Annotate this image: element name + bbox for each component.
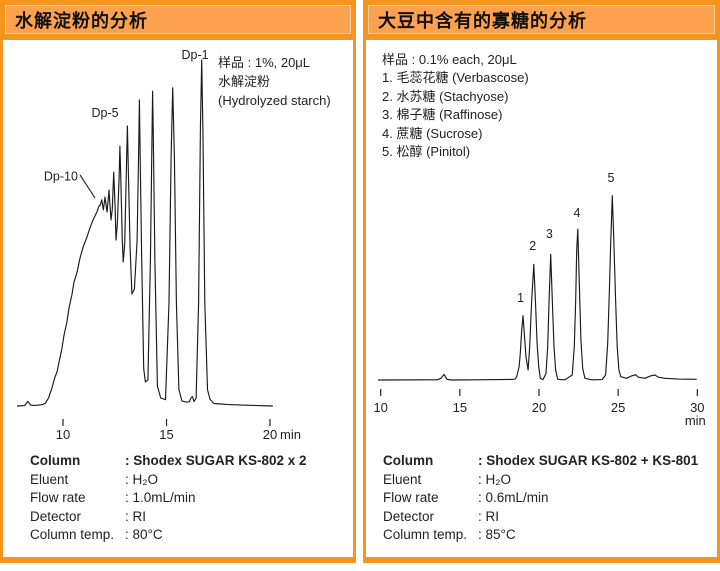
spec-value: : 80°C — [125, 527, 163, 543]
sample-line: 3. 棉子糖 (Raffinose) — [382, 107, 503, 123]
spec-label: Eluent — [383, 471, 422, 487]
peak-label: Dp-5 — [91, 106, 118, 120]
spec-label: Eluent — [30, 471, 69, 487]
spec-label: Column temp. — [383, 527, 468, 543]
panel-title-band: 水解淀粉的分析 — [5, 5, 351, 34]
x-axis-tick-label: 15 — [159, 427, 173, 442]
spec-label: Column — [383, 453, 434, 468]
spec-row-column-temp: Column temp. : 85°C — [383, 526, 698, 545]
sample-line: 2. 水苏糖 (Stachyose) — [382, 88, 509, 104]
spec-row-detector: Detector : RI — [30, 508, 307, 527]
panel-title-bar: 大豆中含有的寡糖的分析 — [366, 3, 717, 40]
x-axis-tick-label: 20 — [532, 400, 546, 415]
x-axis-unit-label: min — [280, 427, 301, 442]
x-axis-tick-label: 20 — [263, 427, 277, 442]
sample-line: 5. 松醇 (Pinitol) — [382, 144, 471, 160]
peak-label: 5 — [608, 171, 615, 185]
panel-soybean-oligosaccharides: 大豆中含有的寡糖的分析 — [363, 0, 720, 563]
x-axis-tick-label: 10 — [373, 400, 387, 415]
sample-line: (Hydrolyzed starch) — [218, 93, 331, 108]
panel-title-band: 大豆中含有的寡糖的分析 — [368, 5, 715, 34]
spec-label: Column — [30, 453, 81, 468]
chromatogram-trace — [16, 59, 273, 407]
spec-value: : H₂O — [125, 471, 158, 487]
sample-annotation: 样品 : 1%, 20μL 水解淀粉 (Hydrolyzed starch) — [218, 53, 331, 110]
spec-label: Flow rate — [30, 490, 86, 506]
peak-label: Dp-10 — [44, 170, 78, 184]
spec-value: : 0.6mL/min — [478, 490, 549, 506]
spec-row-eluent: Eluent : H₂O — [383, 471, 698, 490]
spec-value: : 85°C — [478, 527, 516, 543]
panel-title-bar: 水解淀粉的分析 — [3, 3, 353, 40]
peak-label: 2 — [529, 239, 536, 253]
spec-value: : 1.0mL/min — [125, 490, 196, 506]
x-axis-tick-label: 25 — [611, 400, 625, 415]
spec-row-eluent: Eluent : H₂O — [30, 471, 307, 490]
spec-value: : H₂O — [478, 471, 511, 487]
spec-row-column-temp: Column temp. : 80°C — [30, 526, 307, 545]
spec-label: Column temp. — [30, 527, 115, 543]
peak-label: Dp-1 — [182, 48, 209, 62]
spec-label: Detector — [30, 508, 82, 524]
peak-label: 1 — [517, 291, 524, 305]
spec-row-column: Column : Shodex SUGAR KS-802 x 2 — [30, 452, 307, 471]
sample-line: 样品 : 0.1% each, 20μL — [382, 52, 517, 67]
x-axis-tick-label: 30 — [690, 400, 704, 415]
x-axis-tick-label: 10 — [56, 427, 70, 442]
spec-label: Detector — [383, 508, 435, 524]
peak-leader-line — [79, 174, 96, 199]
conditions-table: Column : Shodex SUGAR KS-802 x 2 Eluent : … — [30, 452, 307, 545]
panel-title: 大豆中含有的寡糖的分析 — [378, 10, 587, 31]
chromatogram-hydrolyzed-starch: 10 15 20 min Dp-1 Dp-5 Dp-10 — [16, 48, 301, 442]
sample-line: 4. 蔗糖 (Sucrose) — [382, 125, 483, 141]
spec-label: Flow rate — [383, 490, 439, 506]
spec-value: : Shodex SUGAR KS-802 x 2 — [125, 453, 307, 468]
spec-row-column: Column : Shodex SUGAR KS-802 + KS-801 — [383, 452, 698, 471]
panel-hydrolyzed-starch: 水解淀粉的分析 — [0, 0, 356, 563]
conditions-table: Column : Shodex SUGAR KS-802 + KS-801 Elu… — [383, 452, 698, 545]
spec-row-detector: Detector : RI — [383, 508, 698, 527]
x-axis-tick-label: 15 — [453, 400, 467, 415]
spec-row-flow-rate: Flow rate : 0.6mL/min — [383, 489, 698, 508]
sample-annotation: 样品 : 0.1% each, 20μL 1. 毛蕊花糖 (Verbascose)… — [382, 51, 529, 161]
chromatogram-trace — [377, 195, 697, 381]
peak-label: 3 — [546, 227, 553, 241]
spec-value: : RI — [478, 508, 500, 524]
panel-title: 水解淀粉的分析 — [15, 10, 148, 31]
sample-line: 1. 毛蕊花糖 (Verbascose) — [382, 70, 529, 86]
peak-label: 4 — [574, 206, 581, 220]
spec-row-flow-rate: Flow rate : 1.0mL/min — [30, 489, 307, 508]
sample-line: 样品 : 1%, 20μL — [218, 55, 311, 70]
x-axis-unit-label: min — [685, 413, 706, 428]
spec-value: : RI — [125, 508, 147, 524]
spec-value: : Shodex SUGAR KS-802 + KS-801 — [478, 453, 699, 468]
sample-line: 水解淀粉 — [218, 74, 271, 89]
